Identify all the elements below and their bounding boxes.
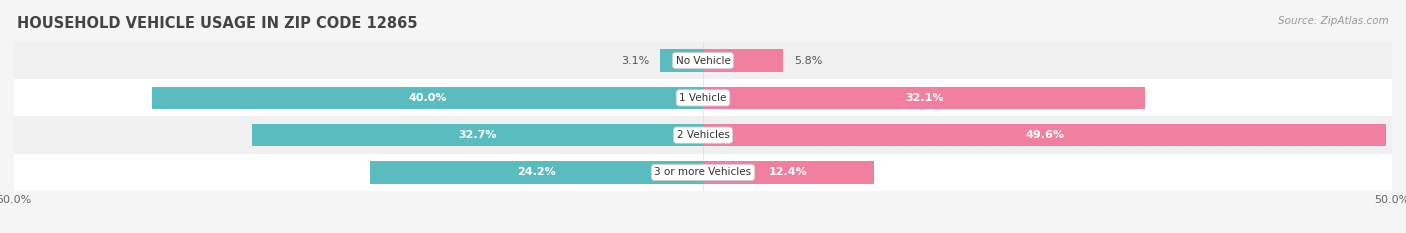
Text: 24.2%: 24.2% — [517, 168, 555, 177]
Text: HOUSEHOLD VEHICLE USAGE IN ZIP CODE 12865: HOUSEHOLD VEHICLE USAGE IN ZIP CODE 1286… — [17, 16, 418, 31]
Bar — [703, 161, 875, 184]
Text: 2 Vehicles: 2 Vehicles — [676, 130, 730, 140]
Text: 12.4%: 12.4% — [769, 168, 808, 177]
Text: Source: ZipAtlas.com: Source: ZipAtlas.com — [1278, 16, 1389, 26]
Bar — [703, 49, 783, 72]
Text: 3 or more Vehicles: 3 or more Vehicles — [654, 168, 752, 177]
Bar — [703, 87, 1146, 109]
Bar — [370, 161, 703, 184]
Text: 3.1%: 3.1% — [621, 56, 650, 65]
Text: 1 Vehicle: 1 Vehicle — [679, 93, 727, 103]
Bar — [703, 124, 1386, 146]
Text: No Vehicle: No Vehicle — [675, 56, 731, 65]
Bar — [152, 87, 703, 109]
Text: 5.8%: 5.8% — [794, 56, 823, 65]
Text: 49.6%: 49.6% — [1025, 130, 1064, 140]
Bar — [14, 116, 1392, 154]
Bar — [14, 154, 1392, 191]
Bar — [14, 42, 1392, 79]
Text: 40.0%: 40.0% — [408, 93, 447, 103]
Bar — [253, 124, 703, 146]
Bar — [14, 79, 1392, 116]
Text: 32.7%: 32.7% — [458, 130, 496, 140]
Bar — [661, 49, 703, 72]
Text: 32.1%: 32.1% — [905, 93, 943, 103]
